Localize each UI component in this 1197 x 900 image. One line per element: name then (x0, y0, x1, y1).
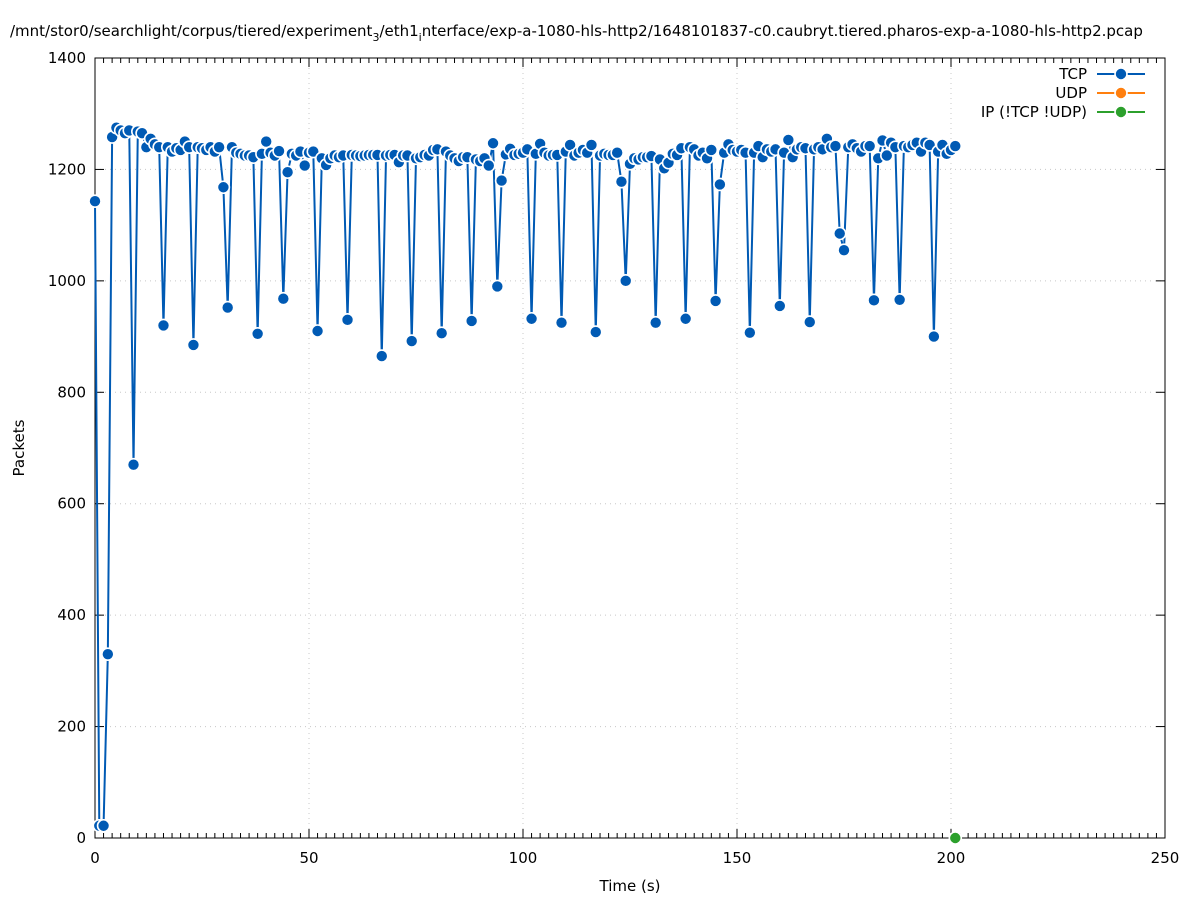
chart-title-part: nterface/exp-a-1080-hls-http2/1648101837… (422, 22, 1143, 40)
data-point (280, 165, 295, 180)
data-point (678, 311, 693, 326)
data-point (212, 140, 226, 154)
y-axis-label: Packets (10, 419, 28, 476)
data-point (879, 148, 894, 163)
x-tick-label: 0 (90, 849, 100, 867)
data-point (584, 138, 599, 152)
chart-title-subscript: i (419, 31, 422, 44)
y-tick-label: 0 (76, 829, 86, 847)
y-tick-label: 800 (57, 383, 86, 401)
y-tick-label: 1000 (48, 272, 86, 290)
data-point (648, 315, 663, 330)
y-tick-label: 600 (57, 495, 86, 513)
plot-frame (94, 57, 1166, 839)
chart-title-subscript: 3 (372, 31, 379, 44)
data-point (220, 300, 235, 315)
data-point (828, 139, 843, 153)
legend-label: TCP (1058, 65, 1087, 83)
data-point (832, 226, 847, 241)
data-point (892, 292, 907, 307)
series-2 (948, 831, 963, 845)
data-point (781, 133, 796, 147)
data-point (862, 139, 877, 153)
series-0 (88, 120, 963, 833)
chart-title-part: /mnt/stor0/searchlight/corpus/tiered/exp… (10, 22, 373, 40)
data-point (88, 194, 102, 208)
data-point (837, 243, 851, 258)
chart-title-part: /eth1 (379, 22, 418, 40)
x-axis-label: Time (s) (599, 877, 661, 895)
data-point (610, 145, 624, 160)
data-point (481, 158, 496, 173)
data-point (434, 326, 449, 341)
data-point (743, 325, 757, 340)
data-point (486, 136, 500, 151)
x-tick-label: 250 (1151, 849, 1180, 867)
data-point (186, 338, 201, 352)
series-layer (88, 120, 963, 845)
data-point (404, 334, 419, 348)
y-tick-label: 1400 (48, 49, 86, 67)
y-tick-label: 400 (57, 606, 86, 624)
x-tick-label: 150 (723, 849, 752, 867)
axis-ticks: 0 50 100 150 200 250 0 200 400 600 800 1000 1200 1400 (48, 49, 1180, 867)
legend-marker (1114, 86, 1128, 100)
data-point (588, 325, 603, 339)
data-point (374, 349, 389, 363)
data-point (156, 318, 171, 333)
data-point (618, 274, 633, 288)
x-tick-label: 200 (937, 849, 966, 867)
y-tick-label: 1200 (48, 160, 86, 178)
x-tick-label: 50 (299, 849, 318, 867)
data-point (802, 315, 817, 329)
legend-label: IP (!TCP !UDP) (981, 103, 1087, 121)
x-tick-label: 100 (509, 849, 538, 867)
legend-label: UDP (1055, 84, 1087, 102)
data-point (524, 311, 539, 326)
legend-marker (1114, 67, 1128, 81)
data-point (216, 180, 231, 195)
data-point (494, 173, 509, 188)
data-point (101, 647, 115, 661)
data-point (276, 291, 291, 306)
data-point (250, 326, 265, 341)
data-point (259, 134, 274, 149)
data-point (772, 299, 787, 313)
legend-marker (1114, 105, 1128, 119)
data-point (272, 144, 286, 158)
data-point (713, 177, 727, 192)
data-point (464, 314, 479, 328)
y-tick-label: 200 (57, 718, 86, 736)
data-point (948, 831, 963, 845)
data-point (310, 324, 325, 338)
data-point (614, 174, 629, 189)
series-line (94, 126, 956, 827)
data-point (927, 329, 941, 344)
data-point (126, 457, 141, 472)
data-point (554, 315, 569, 330)
data-point (490, 279, 505, 294)
data-point (704, 143, 719, 157)
data-point (96, 818, 111, 833)
data-point (708, 294, 723, 308)
data-point (948, 139, 963, 153)
data-point (340, 313, 355, 327)
data-point (297, 158, 312, 173)
data-point (867, 293, 881, 308)
chart-title: /mnt/stor0/searchlight/corpus/tiered/exp… (10, 22, 1143, 44)
